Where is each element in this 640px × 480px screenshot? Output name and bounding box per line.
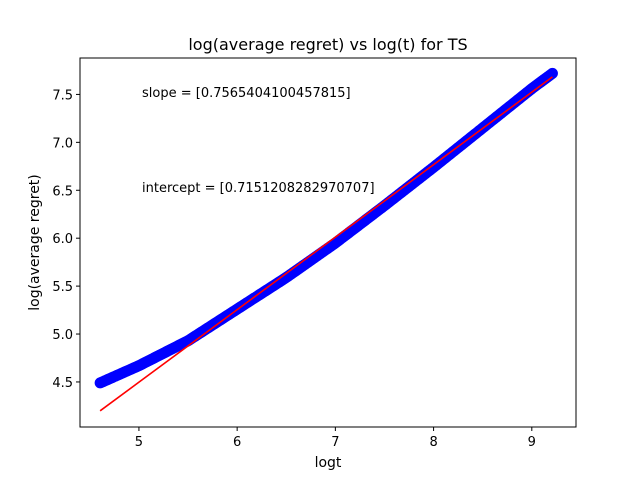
plot-area [94, 67, 558, 412]
chart-title: log(average regret) vs log(t) for TS [188, 35, 467, 54]
fit-line [99, 76, 553, 412]
y-tick-label: 4.5 [52, 376, 73, 391]
y-axis-label: log(average regret) [27, 174, 43, 311]
x-tick-label: 7 [331, 435, 339, 450]
x-tick-label: 9 [528, 435, 536, 450]
intercept-annotation: intercept = [0.7151208282970707] [142, 181, 375, 196]
data-series-scatter [94, 67, 558, 389]
x-axis-label: logt [315, 455, 342, 471]
y-tick-label: 7.5 [52, 88, 73, 103]
scatter-point [546, 67, 558, 79]
y-tick-label: 6.0 [52, 232, 73, 247]
axes-frame [79, 57, 577, 428]
axis-ticks: 5 6 7 8 9 4.5 5.0 5.5 6.0 6.5 7.0 7.5 [52, 88, 536, 450]
x-tick-label: 6 [233, 435, 241, 450]
x-tick-label: 8 [429, 435, 437, 450]
slope-annotation: slope = [0.7565404100457815] [142, 86, 351, 101]
y-tick-label: 6.5 [52, 184, 73, 199]
y-tick-label: 5.5 [52, 280, 73, 295]
y-tick-label: 7.0 [52, 136, 73, 151]
y-tick-label: 5.0 [52, 328, 73, 343]
x-tick-label: 5 [135, 435, 143, 450]
